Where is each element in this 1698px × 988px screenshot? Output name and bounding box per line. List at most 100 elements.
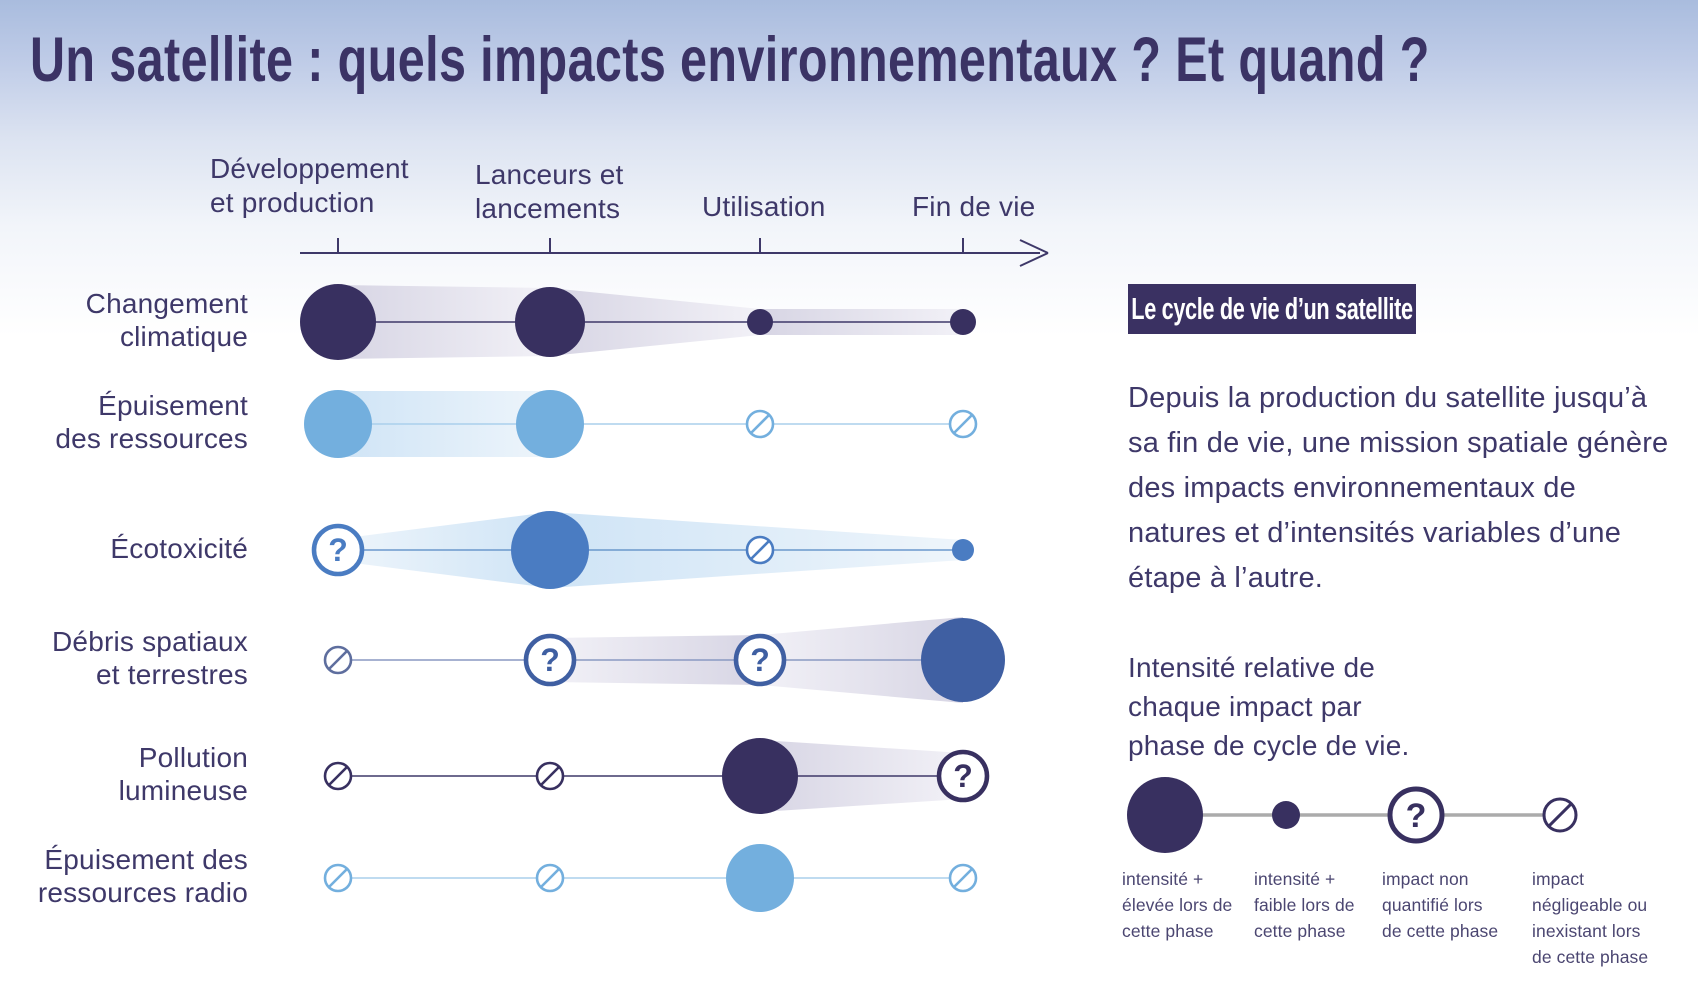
symbol-high-intensity-icon	[300, 284, 376, 360]
legend-caption: impact négligeable ou inexistant lors de ce…	[1532, 866, 1648, 970]
slash-icon	[327, 867, 349, 889]
symbol-negligible-intensity-icon	[535, 863, 565, 893]
symbol-unquantified-intensity-icon: ?	[311, 523, 365, 577]
row-label-line: des ressources	[55, 423, 248, 454]
symbol-negligible-intensity-icon	[323, 645, 353, 675]
symbol-negligible-intensity-icon	[535, 761, 565, 791]
row-label-line: Pollution	[138, 742, 248, 773]
symbol-high-intensity-icon	[1127, 777, 1203, 853]
slash-icon	[327, 649, 349, 671]
legend-title-line: Intensité relative de	[1128, 652, 1376, 683]
symbol-high-intensity-icon	[304, 390, 372, 458]
row-label-line: ressources radio	[37, 877, 248, 908]
slash-icon	[952, 867, 974, 889]
question-mark-icon: ?	[1406, 797, 1427, 835]
phase-label-line: Développement	[210, 153, 409, 184]
panel-header: Le cycle de vie d’un satellite	[1128, 284, 1416, 334]
row-label-line: Débris spatiaux	[52, 626, 248, 657]
phase-label-line: lancements	[475, 193, 621, 224]
row-label-line: Épuisement	[98, 390, 248, 421]
phase-label-line: et production	[210, 187, 375, 218]
row-label: Écotoxicité	[18, 532, 248, 565]
row-label-line: climatique	[119, 321, 248, 352]
row-label: Épuisement des ressources	[18, 389, 248, 455]
row-label: Épuisement des ressources radio	[18, 843, 248, 909]
legend-caption: impact non quantifié lors de cette phase	[1382, 866, 1498, 944]
legend-caption-line: impact non	[1382, 869, 1469, 889]
legend-caption-line: impact	[1532, 869, 1585, 889]
symbol-high-intensity-icon	[516, 390, 584, 458]
row-label-line: Écotoxicité	[110, 532, 248, 564]
symbol-unquantified-intensity-icon: ?	[1387, 786, 1445, 844]
phase-label-line: Fin de vie	[912, 191, 1036, 222]
slash-icon	[952, 413, 974, 435]
legend-caption-line: de cette phase	[1532, 947, 1649, 967]
row-label-line: lumineuse	[118, 775, 248, 806]
phase-label: Utilisation	[702, 190, 826, 224]
symbol-negligible-intensity-icon	[745, 409, 775, 439]
slash-icon	[749, 413, 771, 435]
legend-caption-line: faible lors de	[1254, 895, 1355, 915]
phase-label: Développement et production	[210, 152, 409, 220]
legend-caption-line: inexistant lors	[1532, 921, 1641, 941]
legend-caption-line: négligeable ou	[1532, 895, 1648, 915]
row-label-line: et terrestres	[96, 659, 248, 690]
slash-icon	[749, 539, 771, 561]
symbol-low-intensity-icon	[950, 309, 976, 335]
legend-caption: intensité + élevée lors de cette phase	[1122, 866, 1232, 944]
symbol-negligible-intensity-icon	[948, 863, 978, 893]
symbol-high-intensity-icon	[511, 511, 589, 589]
symbol-high-intensity-icon	[921, 618, 1005, 702]
question-mark-icon: ?	[953, 758, 973, 794]
row-label: Débris spatiaux et terrestres	[18, 625, 248, 691]
slash-icon	[1547, 802, 1573, 828]
legend-caption-line: élevée lors de	[1122, 895, 1233, 915]
phase-label: Fin de vie	[912, 190, 1035, 224]
timeline-arrow-icon	[1019, 239, 1049, 267]
symbol-low-intensity-icon	[952, 539, 974, 561]
symbol-negligible-intensity-icon	[323, 761, 353, 791]
symbol-unquantified-intensity-icon: ?	[936, 749, 990, 803]
slash-icon	[539, 765, 561, 787]
legend-caption-line: intensité +	[1254, 869, 1336, 889]
legend-caption-line: cette phase	[1122, 921, 1214, 941]
symbol-negligible-intensity-icon	[323, 863, 353, 893]
symbol-high-intensity-icon	[726, 844, 794, 912]
symbol-negligible-intensity-icon	[1542, 797, 1578, 833]
panel-paragraph-line: sa fin de vie, une mission spatiale génè…	[1128, 427, 1669, 459]
symbol-low-intensity-icon	[1272, 801, 1300, 829]
legend-title-line: chaque impact par	[1128, 691, 1362, 722]
question-mark-icon: ?	[328, 532, 348, 568]
panel-header-text: Le cycle de vie d’un satellite	[1131, 291, 1413, 326]
phase-label-line: Utilisation	[702, 191, 826, 222]
row-label: Changement climatique	[18, 287, 248, 353]
legend-title-line: phase de cycle de vie.	[1128, 730, 1410, 761]
question-mark-icon: ?	[540, 642, 560, 678]
legend-caption-line: intensité +	[1122, 869, 1204, 889]
symbol-negligible-intensity-icon	[745, 535, 775, 565]
symbol-high-intensity-icon	[515, 287, 585, 357]
legend-caption: intensité + faible lors de cette phase	[1254, 866, 1355, 944]
symbol-negligible-intensity-icon	[948, 409, 978, 439]
symbol-unquantified-intensity-icon: ?	[733, 633, 787, 687]
symbol-high-intensity-icon	[722, 738, 798, 814]
panel-paragraph-line: Depuis la production du satellite jusqu’…	[1128, 382, 1648, 414]
panel-paragraph-line: des impacts environnementaux de	[1128, 472, 1576, 504]
legend-caption-line: de cette phase	[1382, 921, 1499, 941]
symbol-low-intensity-icon	[747, 309, 773, 335]
panel-paragraph-line: natures et d’intensités variables d’une	[1128, 517, 1622, 549]
legend-caption-line: quantifié lors	[1382, 895, 1483, 915]
phase-label-line: Lanceurs et	[475, 159, 624, 190]
row-label-line: Épuisement des	[44, 844, 248, 875]
legend-caption-line: cette phase	[1254, 921, 1346, 941]
timeline-axis	[300, 238, 1049, 267]
row-label: Pollution lumineuse	[18, 741, 248, 807]
row-label-line: Changement	[85, 288, 248, 319]
question-mark-icon: ?	[750, 642, 770, 678]
slash-icon	[539, 867, 561, 889]
panel-paragraph-line: étape à l’autre.	[1128, 562, 1324, 594]
phase-label: Lanceurs et lancements	[475, 158, 624, 226]
symbol-unquantified-intensity-icon: ?	[523, 633, 577, 687]
slash-icon	[327, 765, 349, 787]
